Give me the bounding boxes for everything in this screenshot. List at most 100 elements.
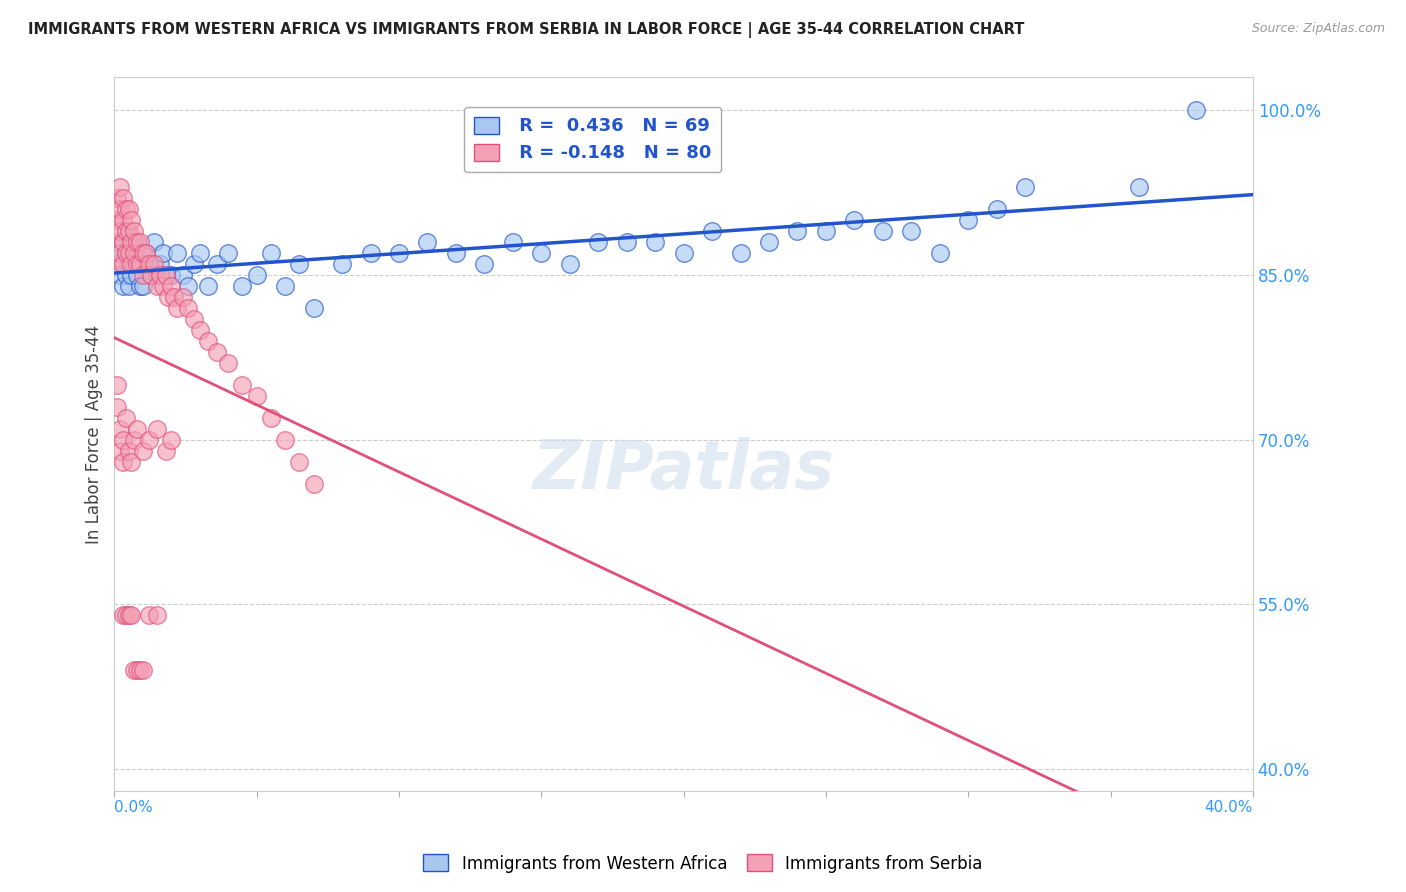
Point: [900, 224, 922, 238]
Point: [124, 257, 146, 271]
Point: [146, 608, 169, 623]
Point: [117, 608, 139, 623]
Point: [141, 268, 163, 282]
Point: [844, 213, 866, 227]
Point: [129, 257, 152, 271]
Point: [108, 180, 131, 194]
Point: [957, 213, 980, 227]
Point: [111, 279, 134, 293]
Point: [132, 279, 155, 293]
Point: [108, 422, 131, 436]
Point: [388, 246, 411, 260]
Point: [129, 663, 152, 677]
Point: [288, 455, 311, 469]
Point: [616, 235, 638, 249]
Point: [138, 257, 160, 271]
Point: [172, 290, 194, 304]
Point: [928, 246, 950, 260]
Point: [360, 246, 382, 260]
Point: [132, 268, 155, 282]
Point: [160, 279, 183, 293]
Point: [149, 268, 172, 282]
Point: [121, 608, 143, 623]
Point: [114, 268, 136, 282]
Point: [127, 257, 149, 271]
Point: [1185, 103, 1208, 118]
Point: [105, 400, 128, 414]
Point: [183, 312, 205, 326]
Point: [138, 608, 160, 623]
Point: [108, 443, 131, 458]
Text: IMMIGRANTS FROM WESTERN AFRICA VS IMMIGRANTS FROM SERBIA IN LABOR FORCE | AGE 35: IMMIGRANTS FROM WESTERN AFRICA VS IMMIGR…: [28, 22, 1025, 38]
Point: [155, 443, 177, 458]
Point: [149, 257, 172, 271]
Point: [117, 224, 139, 238]
Point: [143, 257, 166, 271]
Point: [127, 246, 149, 260]
Point: [197, 279, 219, 293]
Point: [111, 608, 134, 623]
Point: [231, 377, 253, 392]
Point: [114, 224, 136, 238]
Point: [163, 290, 186, 304]
Point: [177, 301, 200, 315]
Point: [558, 257, 581, 271]
Point: [105, 235, 128, 249]
Text: ZIPatlas: ZIPatlas: [533, 437, 835, 503]
Point: [160, 433, 183, 447]
Point: [121, 268, 143, 282]
Point: [217, 356, 239, 370]
Point: [730, 246, 752, 260]
Point: [108, 224, 131, 238]
Point: [444, 246, 467, 260]
Point: [114, 608, 136, 623]
Point: [127, 268, 149, 282]
Point: [121, 213, 143, 227]
Point: [132, 443, 155, 458]
Point: [530, 246, 553, 260]
Point: [141, 268, 163, 282]
Point: [121, 235, 143, 249]
Point: [132, 246, 155, 260]
Text: 40.0%: 40.0%: [1205, 800, 1253, 815]
Point: [246, 268, 269, 282]
Point: [1128, 180, 1150, 194]
Point: [758, 235, 780, 249]
Point: [108, 246, 131, 260]
Point: [121, 455, 143, 469]
Point: [146, 422, 169, 436]
Point: [111, 455, 134, 469]
Point: [260, 410, 283, 425]
Point: [217, 246, 239, 260]
Point: [231, 279, 253, 293]
Point: [474, 257, 496, 271]
Point: [502, 235, 524, 249]
Point: [157, 290, 180, 304]
Text: Source: ZipAtlas.com: Source: ZipAtlas.com: [1251, 22, 1385, 36]
Point: [121, 257, 143, 271]
Point: [288, 257, 311, 271]
Point: [111, 191, 134, 205]
Point: [330, 257, 353, 271]
Point: [129, 235, 152, 249]
Point: [117, 257, 139, 271]
Legend:  R =  0.436   N = 69,  R = -0.148   N = 80: R = 0.436 N = 69, R = -0.148 N = 80: [464, 107, 721, 172]
Point: [129, 279, 152, 293]
Point: [114, 202, 136, 217]
Point: [416, 235, 439, 249]
Point: [188, 323, 211, 337]
Point: [114, 246, 136, 260]
Point: [111, 213, 134, 227]
Point: [986, 202, 1008, 217]
Point: [672, 246, 695, 260]
Point: [644, 235, 666, 249]
Point: [114, 246, 136, 260]
Point: [117, 246, 139, 260]
Point: [138, 433, 160, 447]
Point: [166, 301, 188, 315]
Point: [155, 268, 177, 282]
Point: [127, 422, 149, 436]
Point: [124, 433, 146, 447]
Point: [246, 389, 269, 403]
Point: [138, 257, 160, 271]
